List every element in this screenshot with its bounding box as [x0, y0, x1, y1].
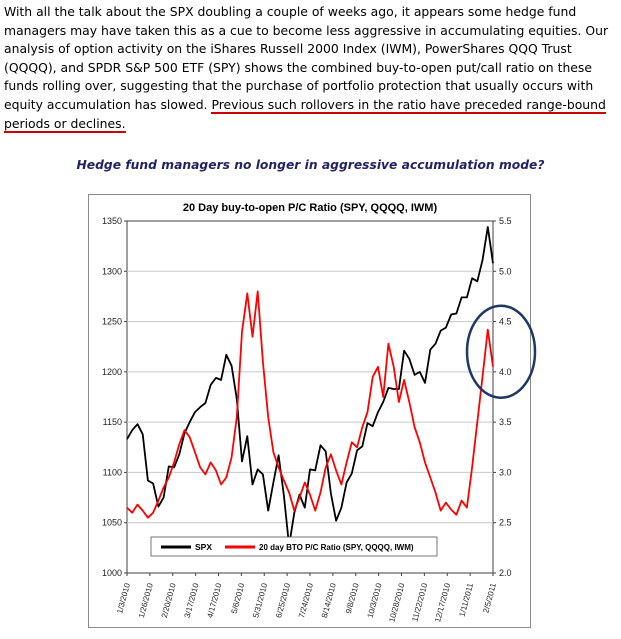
right-axis-tick-label: 2.5	[499, 518, 512, 528]
x-axis-tick-label: 9/8/2010	[344, 582, 361, 615]
x-axis-tick-label: 5/6/2010	[230, 582, 247, 615]
ratio-line	[126, 290, 494, 519]
x-axis-tick-label: 10/28/2010	[387, 582, 406, 624]
right-axis-tick-label: 5.5	[499, 216, 512, 226]
legend	[150, 536, 438, 557]
rollover-circle-annotation	[465, 304, 537, 400]
left-axis-tick-label: 1250	[102, 317, 122, 327]
x-axis-tick-label: 2/20/2010	[160, 582, 178, 619]
x-axis-tick-label: 1/11/2011	[457, 582, 475, 618]
x-axis-tick-label: 1/3/2010	[115, 582, 132, 615]
x-axis-tick-label: 6/25/2010	[274, 582, 292, 619]
x-axis-tick-label: 12/17/2010	[433, 582, 452, 624]
plot-area	[126, 220, 494, 574]
left-axis-tick-label: 1050	[102, 518, 122, 528]
left-axis-tick-label: 1000	[102, 568, 122, 578]
right-axis-tick-label: 3.5	[499, 417, 512, 427]
intro-text: With all the talk about the SPX doubling…	[4, 4, 609, 112]
chart-caption: Hedge fund managers no longer in aggress…	[76, 158, 545, 173]
left-axis-tick-label: 1100	[103, 468, 122, 478]
intro-paragraph: With all the talk about the SPX doubling…	[4, 3, 618, 133]
legend-spx-label: SPX	[195, 542, 212, 552]
right-axis-tick-label: 4.0	[499, 367, 512, 377]
right-axis-tick-label: 3.0	[499, 468, 512, 478]
legend-ratio-label: 20 day BTO P/C Ratio (SPY, QQQQ, IWM)	[259, 543, 414, 552]
page: With all the talk about the SPX doubling…	[0, 3, 621, 629]
chart-panel: 20 Day buy-to-open P/C Ratio (SPY, QQQQ,…	[88, 194, 537, 629]
chart-title: 20 Day buy-to-open P/C Ratio (SPY, QQQQ,…	[183, 202, 438, 214]
x-axis-tick-label: 8/14/2010	[320, 582, 338, 619]
left-axis-tick-label: 1350	[102, 216, 122, 226]
x-axis-tick-label: 2/5/2011	[481, 582, 498, 614]
left-axis-tick-label: 1200	[102, 367, 122, 377]
x-axis-tick-label: 5/31/2010	[251, 582, 269, 619]
underlined-sentence: Previous such rollovers in the ratio hav…	[4, 96, 606, 133]
x-axis-tick-label: 3/17/2010	[183, 582, 201, 619]
x-axis-tick-label: 1/26/2010	[137, 582, 155, 619]
right-axis-tick-label: 4.5	[499, 317, 512, 327]
left-axis-tick-label: 1300	[102, 266, 122, 276]
x-axis-tick-label: 4/17/2010	[206, 582, 224, 619]
right-axis-tick-label: 2.0	[499, 568, 512, 578]
x-axis-tick-label: 7/24/2010	[297, 582, 315, 619]
right-axis-tick-label: 5.0	[499, 266, 512, 276]
left-axis-tick-label: 1150	[103, 417, 122, 427]
x-axis-tick-label: 11/22/2010	[410, 582, 429, 623]
spx-line	[126, 226, 494, 547]
x-axis-tick-label: 10/3/2010	[366, 582, 384, 619]
pc-ratio-chart: 20 Day buy-to-open P/C Ratio (SPY, QQQQ,…	[102, 202, 537, 624]
